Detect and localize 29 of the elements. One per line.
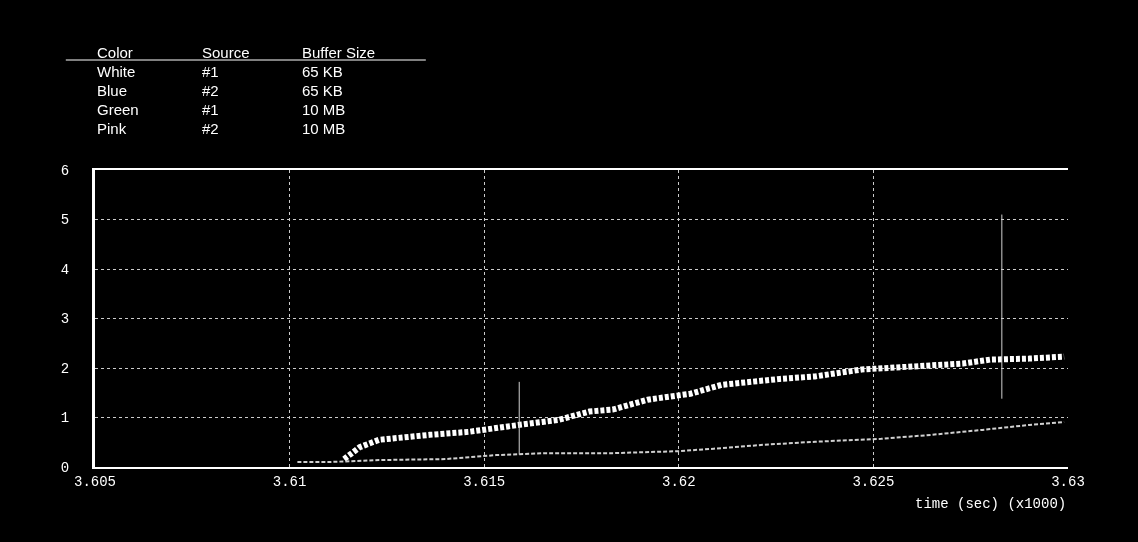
x-tick-label: 3.63 [1051,473,1085,490]
y-tick-label: 5 [60,212,70,229]
y-tick-label: 6 [60,162,70,179]
text: 65 KB [302,82,343,99]
x-axis-title: time (sec) (x1000) [915,496,1067,512]
y-tick-label: 3 [60,311,70,328]
text: Blue [97,82,128,99]
text: White [97,63,136,80]
x-tick-label: 3.615 [463,473,506,490]
text: 10 MB [302,120,346,137]
text: Green [97,101,139,118]
x-tick-label: 3.61 [272,473,307,490]
x-tick-label: 3.625 [852,473,895,490]
text: Pink [97,120,127,137]
text: #2 [202,120,219,137]
y-tick-label: 1 [60,410,70,427]
text: 10 MB [302,101,346,118]
text: Color [97,44,133,61]
y-tick-label: 2 [60,360,70,377]
text: Buffer Size [302,44,376,61]
text: 65 KB [302,63,343,80]
text: #1 [202,63,219,80]
text: #1 [202,101,219,118]
text: #2 [202,82,219,99]
text: Source [202,44,250,61]
x-tick-label: 3.605 [73,473,117,490]
x-tick-label: 3.62 [662,473,696,490]
y-tick-label: 0 [60,459,70,476]
y-tick-label: 4 [60,261,70,278]
